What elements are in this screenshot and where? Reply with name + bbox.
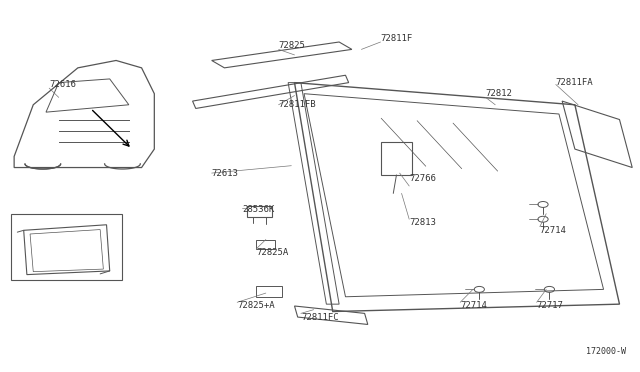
Text: 28536K: 28536K [243, 205, 275, 215]
Text: 72714: 72714 [460, 301, 487, 311]
Text: 72616: 72616 [49, 80, 76, 89]
Text: 172000-W: 172000-W [586, 347, 626, 356]
Text: 72825A: 72825A [256, 248, 289, 257]
Text: 72811FB: 72811FB [278, 100, 316, 109]
Text: 72811F: 72811F [381, 34, 413, 43]
Text: 72717: 72717 [537, 301, 564, 311]
Text: 72613: 72613 [212, 169, 239, 177]
Text: 72811FA: 72811FA [556, 78, 593, 87]
Text: 72813: 72813 [409, 218, 436, 227]
Text: 72766: 72766 [409, 174, 436, 183]
Text: 72825: 72825 [278, 41, 305, 50]
Text: 72812: 72812 [486, 89, 513, 98]
Text: 72825+A: 72825+A [237, 301, 275, 311]
Text: 72811FC: 72811FC [301, 312, 339, 321]
Text: 72714: 72714 [540, 226, 566, 235]
